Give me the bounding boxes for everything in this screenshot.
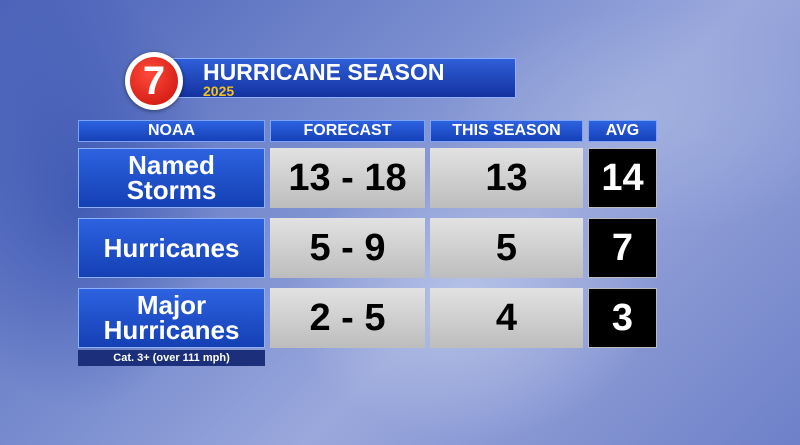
column-header: FORECAST	[270, 120, 425, 142]
avg-cell: 3	[588, 288, 657, 348]
value-cell: 4	[430, 288, 583, 348]
row-label: Major Hurricanes	[78, 288, 265, 348]
title: HURRICANE SEASON	[203, 59, 445, 85]
logo-text: 7	[130, 57, 178, 105]
value-cell: 13	[430, 148, 583, 208]
value-cell: 13 - 18	[270, 148, 425, 208]
avg-cell: 7	[588, 218, 657, 278]
year: 2025	[203, 83, 235, 99]
note: Cat. 3+ (over 111 mph)	[78, 350, 265, 366]
title-banner: HURRICANE SEASON 2025	[170, 58, 516, 98]
column-header: AVG	[588, 120, 657, 142]
avg-cell: 14	[588, 148, 657, 208]
row-label: Named Storms	[78, 148, 265, 208]
row-label: Hurricanes	[78, 218, 265, 278]
value-cell: 5	[430, 218, 583, 278]
station-logo: 7	[125, 52, 183, 110]
column-header: THIS SEASON	[430, 120, 583, 142]
column-header: NOAA	[78, 120, 265, 142]
value-cell: 5 - 9	[270, 218, 425, 278]
value-cell: 2 - 5	[270, 288, 425, 348]
